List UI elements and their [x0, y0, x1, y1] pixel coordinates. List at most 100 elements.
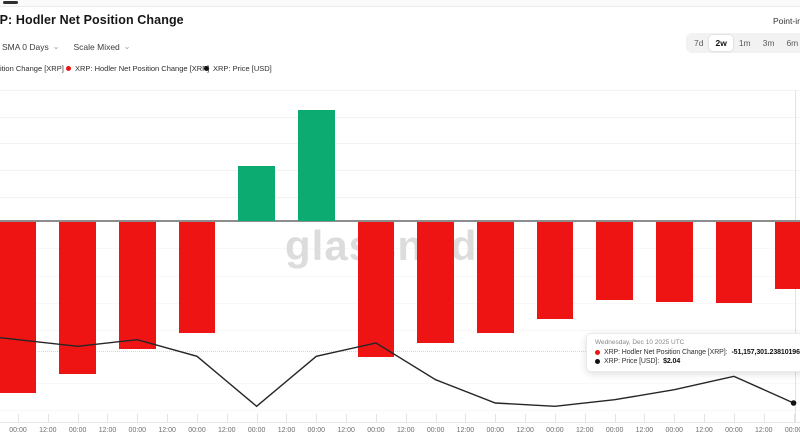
- x-axis-label: 00:00: [247, 427, 266, 434]
- x-axis-label: 00:00: [68, 427, 87, 434]
- black-dot-icon: [204, 66, 209, 71]
- red-dot-icon: [66, 66, 71, 71]
- x-axis-label: 12:00: [218, 427, 236, 434]
- x-axis-tick: [167, 414, 169, 422]
- gridline: [0, 410, 800, 411]
- legend-item-net-position[interactable]: XRP: Hodler Net Position Change [XRP]: [66, 64, 209, 73]
- x-axis-label: 12:00: [39, 427, 57, 434]
- gridline: [0, 248, 800, 249]
- x-axis-label: 00:00: [546, 427, 564, 434]
- x-axis-tick: [256, 414, 258, 422]
- legend-label: XRP: Price [USD]: [213, 64, 272, 73]
- x-axis-tick: [704, 414, 706, 422]
- x-axis-tick: [375, 414, 377, 422]
- x-axis-tick: [18, 414, 19, 422]
- tooltip-row-net-position: XRP: Hodler Net Position Change [XRP]: -…: [595, 349, 800, 356]
- gridline: [0, 383, 800, 384]
- bar-dec-3[interactable]: [357, 221, 395, 358]
- legend-item-price[interactable]: XRP: Price [USD]: [204, 64, 272, 73]
- time-range-6m[interactable]: 6m: [786, 38, 799, 48]
- x-axis-label: 00:00: [426, 427, 445, 434]
- x-axis-tick: [316, 414, 318, 422]
- x-axis-label: 12:00: [754, 427, 773, 434]
- tooltip-row-price: XRP: Price [USD]: $2.04: [595, 358, 800, 365]
- x-axis-tick: [107, 414, 109, 422]
- time-range-2w[interactable]: 2w: [709, 35, 733, 51]
- gridline: [0, 303, 800, 304]
- gridline: [0, 276, 800, 277]
- bar-nov-27[interactable]: [0, 221, 37, 394]
- zero-baseline: [0, 220, 800, 222]
- x-axis-tick: [226, 414, 228, 422]
- legend-item-clipped[interactable]: ition Change [XRP]: [0, 64, 64, 73]
- x-axis-label: 12:00: [695, 427, 713, 434]
- gridline: [0, 197, 800, 198]
- chevron-down-icon: ⌄: [123, 41, 131, 51]
- scale-dropdown[interactable]: Scale Mixed ⌄: [73, 41, 131, 53]
- x-axis-tick: [465, 414, 467, 422]
- gridline: [0, 90, 800, 91]
- scale-dropdown-label: Scale Mixed: [73, 42, 120, 52]
- x-axis-label: 12:00: [456, 427, 475, 434]
- tooltip-value: -51,157,301.23810196: [731, 349, 800, 356]
- chart-tooltip: Wednesday, Dec 10 2025 UTC XRP: Hodler N…: [586, 333, 800, 372]
- x-axis-tick: [763, 414, 765, 422]
- x-axis-label: 00:00: [128, 427, 147, 434]
- x-axis-label: 12:00: [98, 427, 117, 434]
- x-axis-label: 12:00: [277, 427, 296, 434]
- x-axis-label: 00:00: [307, 427, 326, 434]
- x-axis-label: 12:00: [516, 427, 534, 434]
- tooltip-date: Wednesday, Dec 10 2025 UTC: [595, 339, 685, 346]
- time-range-3m[interactable]: 3m: [762, 38, 775, 48]
- sma-dropdown[interactable]: SMA 0 Days ⌄: [2, 42, 59, 53]
- chart-controls: SMA 0 Days ⌄ Scale Mixed ⌄: [2, 41, 131, 53]
- page-title: XRP: Hodler Net Position Change: [0, 13, 184, 27]
- time-range-7d[interactable]: 7d: [694, 38, 704, 48]
- bar-dec-10[interactable]: [775, 221, 800, 289]
- sma-dropdown-label: SMA 0 Days: [2, 42, 49, 52]
- x-axis-tick: [584, 414, 586, 422]
- black-dot-icon: [595, 359, 600, 364]
- bar-dec-2[interactable]: [298, 109, 335, 222]
- x-axis-tick: [674, 414, 676, 422]
- bar-dec-1[interactable]: [238, 166, 275, 222]
- gridline: [0, 170, 800, 171]
- bar-dec-7[interactable]: [596, 221, 633, 300]
- x-axis-label: 12:00: [397, 427, 415, 434]
- tab-indicator: [3, 1, 18, 4]
- tooltip-label: XRP: Price [USD]:: [604, 358, 660, 365]
- bar-dec-8[interactable]: [656, 221, 693, 302]
- x-axis-tick: [196, 414, 198, 422]
- x-axis-tick: [435, 414, 437, 422]
- x-axis-label: 12:00: [576, 427, 594, 434]
- bar-dec-5[interactable]: [477, 221, 514, 334]
- x-axis-tick: [346, 414, 348, 422]
- bar-nov-29[interactable]: [119, 221, 156, 350]
- top-chrome-strip: [0, 0, 800, 7]
- x-axis-label: 00:00: [486, 427, 505, 434]
- x-axis-tick: [137, 414, 139, 422]
- bar-dec-4[interactable]: [417, 221, 454, 344]
- legend: ition Change [XRP] XRP: Hodler Net Posit…: [0, 64, 800, 76]
- x-axis-tick: [733, 414, 735, 422]
- bar-dec-9[interactable]: [715, 221, 753, 304]
- gridline: [0, 143, 800, 144]
- x-axis-tick: [495, 414, 497, 422]
- x-axis-tick: [644, 414, 646, 422]
- x-axis-label: 00:00: [665, 427, 684, 434]
- bar-dec-6[interactable]: [536, 221, 574, 319]
- x-axis-line: [0, 422, 800, 423]
- tooltip-value: $2.04: [663, 358, 681, 365]
- gridline: [0, 117, 800, 118]
- x-axis-tick: [405, 414, 407, 422]
- gridline: [0, 330, 800, 331]
- bar-nov-30[interactable]: [178, 221, 216, 334]
- x-axis-tick: [554, 414, 556, 422]
- x-axis-tick: [286, 414, 288, 422]
- legend-label: XRP: Hodler Net Position Change [XRP]: [75, 64, 210, 73]
- x-axis-label: 00:00: [188, 427, 206, 434]
- bar-nov-28[interactable]: [59, 221, 96, 374]
- time-range-1m[interactable]: 1m: [738, 38, 751, 48]
